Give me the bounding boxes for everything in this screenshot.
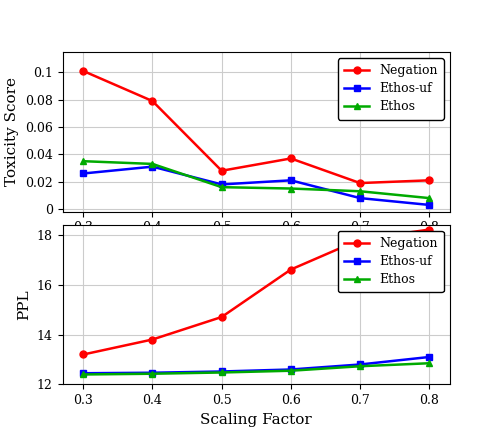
Negation <box>288 156 294 161</box>
Ethos-uf <box>288 367 294 372</box>
Ethos <box>357 364 363 369</box>
Ethos-uf <box>218 182 224 187</box>
Y-axis label: Toxicity Score: Toxicity Score <box>6 77 20 186</box>
Negation <box>150 337 156 342</box>
Ethos-uf <box>357 196 363 201</box>
Negation <box>218 168 224 173</box>
Line: Ethos-uf: Ethos-uf <box>80 353 432 377</box>
Negation <box>288 267 294 272</box>
Ethos-uf <box>150 370 156 375</box>
Negation <box>80 352 86 357</box>
Legend: Negation, Ethos-uf, Ethos: Negation, Ethos-uf, Ethos <box>338 58 444 120</box>
Ethos <box>426 196 432 201</box>
Ethos <box>150 371 156 376</box>
Ethos <box>80 372 86 377</box>
X-axis label: Scaling Factor: Scaling Factor <box>200 413 312 427</box>
Negation <box>357 181 363 186</box>
Ethos <box>150 161 156 166</box>
Ethos-uf <box>426 354 432 359</box>
Negation <box>218 314 224 320</box>
Line: Ethos: Ethos <box>80 360 432 378</box>
Ethos <box>288 368 294 373</box>
Ethos-uf <box>80 371 86 376</box>
Ethos <box>288 186 294 191</box>
Ethos-uf <box>426 202 432 207</box>
Negation <box>150 98 156 104</box>
Line: Ethos-uf: Ethos-uf <box>80 163 432 208</box>
Ethos-uf <box>80 171 86 176</box>
Ethos <box>218 184 224 190</box>
Ethos-uf <box>288 178 294 183</box>
Negation <box>357 237 363 242</box>
Line: Negation: Negation <box>80 226 432 358</box>
Ethos <box>357 189 363 194</box>
Ethos-uf <box>150 164 156 169</box>
Ethos-uf <box>357 362 363 367</box>
Negation <box>426 178 432 183</box>
Ethos <box>426 361 432 366</box>
Negation <box>80 68 86 73</box>
Ethos <box>218 370 224 375</box>
Y-axis label: PPL: PPL <box>17 289 31 320</box>
Line: Negation: Negation <box>80 67 432 187</box>
Negation <box>426 227 432 232</box>
Ethos-uf <box>218 369 224 374</box>
Legend: Negation, Ethos-uf, Ethos: Negation, Ethos-uf, Ethos <box>338 231 444 292</box>
Line: Ethos: Ethos <box>80 158 432 202</box>
Ethos <box>80 159 86 164</box>
